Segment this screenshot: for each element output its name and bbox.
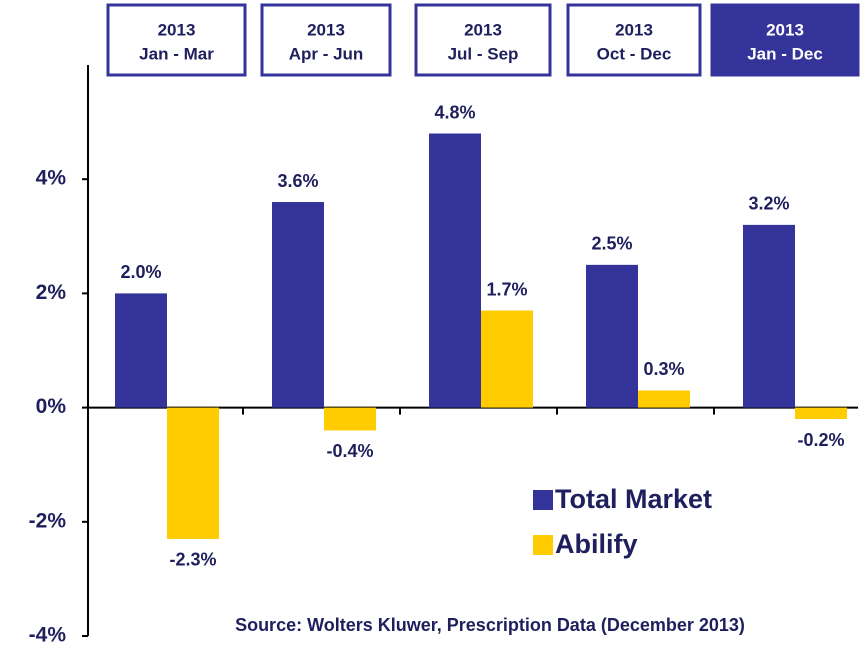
y-tick-label: -4% [29,624,67,645]
value-label: 2.5% [591,234,632,254]
legend-swatch [533,535,553,555]
bar [586,264,638,408]
period-box [414,3,552,77]
bar [324,407,376,431]
bar [795,407,847,420]
bar [272,202,324,408]
legend-swatch [533,490,553,510]
period-box [566,3,702,77]
value-label: 1.7% [486,279,527,299]
bar [429,133,481,408]
period-label: Oct - Dec [597,44,672,63]
period-year: 2013 [307,20,345,39]
value-label: 2.0% [120,262,161,282]
y-tick-label: 4% [36,167,67,190]
period-year: 2013 [464,20,502,39]
legend-label: Abilify [555,529,638,559]
y-tick-label: -2% [29,509,67,532]
value-label: 0.3% [643,359,684,379]
value-label: 3.2% [748,194,789,214]
bar [638,390,690,408]
period-year: 2013 [158,20,196,39]
bar [167,407,219,539]
y-tick-label: 0% [36,395,67,418]
value-label: 3.6% [277,171,318,191]
source-note: Source: Wolters Kluwer, Prescription Dat… [235,615,745,635]
period-box [710,3,860,77]
value-label: -0.2% [797,430,844,450]
period-box [260,3,392,77]
legend-label: Total Market [555,484,712,514]
value-label: 4.8% [434,102,475,122]
period-label: Jan - Mar [139,44,214,63]
y-tick-label: 2% [36,281,67,304]
period-label: Jan - Dec [747,44,823,63]
period-box [106,3,247,77]
period-year: 2013 [766,20,804,39]
period-label: Jul - Sep [448,44,519,63]
value-label: -0.4% [326,441,373,461]
bar [743,224,795,408]
value-label: -2.3% [169,550,216,570]
bar [115,293,167,408]
period-year: 2013 [615,20,653,39]
bar [481,310,533,408]
period-label: Apr - Jun [289,44,364,63]
